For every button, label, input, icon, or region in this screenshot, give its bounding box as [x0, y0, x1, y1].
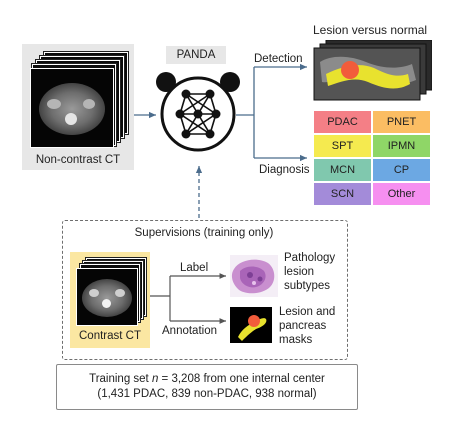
training-set-line-1: Training set n = 3,208 from one internal… — [56, 373, 358, 386]
training-rest: = 3,208 from one internal center — [158, 373, 325, 385]
class-other: Other — [373, 183, 430, 205]
label-branch-text: Label — [180, 262, 209, 274]
masks-line-3: masks — [279, 334, 313, 346]
training-prefix: Training set — [89, 373, 152, 385]
masks-line-1: Lesion and — [279, 306, 336, 318]
contrast-ct-image — [76, 268, 138, 326]
panda-title: PANDA — [166, 46, 226, 64]
masks-text: Lesion and pancreas masks — [279, 305, 335, 347]
noncontrast-ct-label: Non-contrast CT — [35, 154, 121, 166]
class-mcn: MCN — [314, 159, 371, 181]
training-n-variable: n — [151, 373, 159, 385]
contrast-ct-label: Contrast CT — [79, 330, 141, 342]
class-scn: SCN — [314, 183, 371, 205]
pathology-line-3: subtypes — [284, 280, 331, 292]
lesion-detection-image — [312, 39, 433, 102]
supervision-title: Supervisions (training only) — [134, 227, 274, 239]
pathology-text: Pathology lesion subtypes — [284, 251, 335, 293]
noncontrast-ct-image — [30, 68, 114, 148]
noncontrast-ct-stack — [30, 52, 130, 148]
class-cp: CP — [373, 159, 430, 181]
pathology-image — [230, 255, 278, 297]
training-set-box — [56, 364, 358, 410]
mask-image — [230, 307, 272, 343]
masks-line-2: pancreas — [279, 320, 327, 332]
contrast-ct-stack — [76, 258, 148, 326]
lesion-versus-normal-title: Lesion versus normal — [313, 23, 428, 37]
supervision-box — [62, 220, 348, 360]
pathology-line-1: Pathology — [284, 252, 336, 264]
panda-model-icon — [156, 70, 240, 154]
diagnosis-class-grid: PDAC PNET SPT IPMN MCN CP SCN Other — [314, 111, 430, 211]
class-pdac: PDAC — [314, 111, 371, 133]
diagnosis-label: Diagnosis — [259, 164, 310, 176]
pathology-line-2: lesion — [284, 266, 315, 278]
class-pnet: PNET — [373, 111, 430, 133]
detection-label: Detection — [254, 53, 303, 65]
annotation-branch-text: Annotation — [162, 325, 217, 337]
training-set-line-2: (1,431 PDAC, 839 non-PDAC, 938 normal) — [97, 388, 317, 400]
class-spt: SPT — [314, 135, 371, 157]
class-ipmn: IPMN — [373, 135, 430, 157]
